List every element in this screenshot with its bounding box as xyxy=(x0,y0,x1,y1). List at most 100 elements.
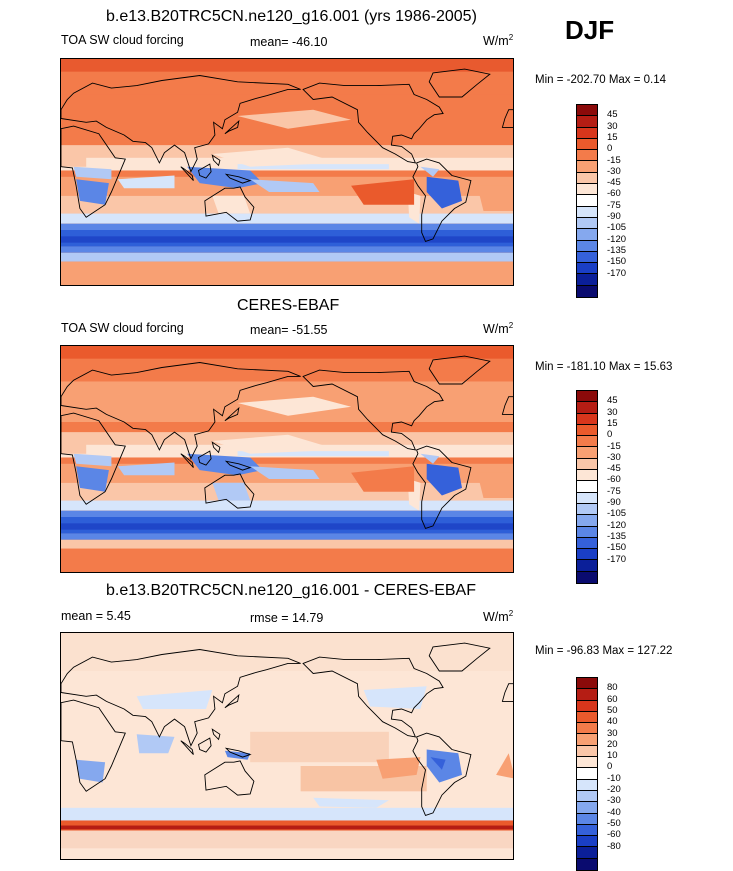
colorbar-box xyxy=(577,560,597,572)
colorbar-tick-label: 15 xyxy=(607,417,618,429)
colorbar-tick-label: -120 xyxy=(607,233,627,245)
coastline xyxy=(61,649,301,747)
colorbar-tick-label: 10 xyxy=(607,750,618,762)
panel2-colorbar xyxy=(576,390,598,585)
colorbar-box xyxy=(577,116,597,128)
field-region xyxy=(212,482,251,501)
colorbar-tick-label: -30 xyxy=(607,165,621,177)
colorbar-tick-label: 40 xyxy=(607,716,618,728)
colorbar-tick-label: -20 xyxy=(607,784,621,795)
field-region xyxy=(426,176,462,209)
coastline xyxy=(302,656,444,738)
coastline xyxy=(61,699,126,792)
colorbar-box xyxy=(577,274,597,286)
colorbar-box xyxy=(577,757,597,769)
colorbar-box xyxy=(577,790,597,803)
contour-field xyxy=(61,346,513,572)
panel3-units: W/m2 xyxy=(483,609,514,625)
colorbar-box xyxy=(577,413,597,425)
field-region xyxy=(212,195,251,214)
panel1-units: W/m2 xyxy=(483,33,514,49)
colorbar-tick-label: -135 xyxy=(607,530,627,542)
colorbar-tick-label: -30 xyxy=(607,795,621,807)
colorbar-box xyxy=(577,206,597,218)
field-band xyxy=(61,346,513,359)
colorbar-tick-label: -150 xyxy=(607,542,627,554)
colorbar-tick-label: -15 xyxy=(607,440,621,452)
coastline xyxy=(428,642,491,672)
colorbar-tick-label: -150 xyxy=(607,256,627,268)
colorbar-tick-label: 80 xyxy=(607,682,618,694)
colorbar-box xyxy=(577,711,597,724)
colorbar-box xyxy=(577,195,597,207)
field-band xyxy=(61,59,513,72)
colorbar-box xyxy=(577,734,597,746)
coastline xyxy=(61,412,126,505)
field-band xyxy=(61,533,513,540)
colorbar-box xyxy=(577,391,597,403)
field-region xyxy=(477,185,513,211)
field-region xyxy=(61,437,87,454)
colorbar-tick-label: -15 xyxy=(607,154,621,166)
colorbar-box xyxy=(577,424,597,437)
coastline xyxy=(197,737,212,753)
field-band xyxy=(61,236,513,243)
field-band xyxy=(61,820,513,831)
coastline xyxy=(211,728,221,741)
season-label: DJF xyxy=(565,15,615,45)
field-region xyxy=(136,690,213,709)
coastline xyxy=(428,68,491,98)
colorbar-box xyxy=(577,436,597,448)
colorbar-box xyxy=(577,217,597,230)
field-region xyxy=(73,166,112,180)
colorbar-box xyxy=(577,813,597,825)
field-region xyxy=(117,175,175,189)
colorbar-box xyxy=(577,161,597,173)
colorbar-box xyxy=(577,678,597,690)
panel1-colorbar xyxy=(576,104,598,299)
field-band xyxy=(61,246,513,253)
colorbar-box xyxy=(577,802,597,814)
panel1-map xyxy=(60,58,514,286)
coastline xyxy=(204,186,255,222)
coastline xyxy=(428,355,491,385)
field-region xyxy=(420,166,440,177)
colorbar-box xyxy=(577,824,597,837)
field-band xyxy=(61,261,513,285)
colorbar-tick-label: -80 xyxy=(607,840,621,852)
field-region xyxy=(351,179,415,205)
field-region xyxy=(117,462,175,476)
field-region xyxy=(76,759,106,783)
colorbar-box xyxy=(577,492,597,504)
colorbar-tick-label: -135 xyxy=(607,244,627,256)
colorbar-box xyxy=(577,138,597,151)
coastline xyxy=(501,683,513,702)
colorbar-tick-label: -170 xyxy=(607,267,627,279)
colorbar-tick-label: -105 xyxy=(607,508,627,520)
colorbar-tick-label: 15 xyxy=(607,131,618,143)
colorbar-box xyxy=(577,229,597,241)
coastline xyxy=(61,125,126,218)
colorbar-tick-label: -60 xyxy=(607,829,621,841)
panel2-mean-label: mean= -51.55 xyxy=(250,323,328,337)
field-band xyxy=(61,500,513,511)
field-region xyxy=(496,753,513,779)
colorbar-tick-label: -60 xyxy=(607,474,621,486)
colorbar-tick-label: 45 xyxy=(607,109,618,121)
colorbar-tick-label: -10 xyxy=(607,772,621,784)
colorbar-box xyxy=(577,263,597,275)
colorbar-tick-label: 30 xyxy=(607,406,618,418)
colorbar-box xyxy=(577,549,597,561)
colorbar-box xyxy=(577,526,597,538)
field-region xyxy=(420,453,440,464)
panel1-title: b.e13.B20TRC5CN.ne120_g16.001 (yrs 1986-… xyxy=(106,8,477,25)
panel3-colorbar xyxy=(576,677,598,871)
colorbar-tick-label: -45 xyxy=(607,177,621,189)
colorbar-box xyxy=(577,458,597,471)
panel3-rmse-label: rmse = 14.79 xyxy=(250,611,324,625)
colorbar-box xyxy=(577,447,597,459)
colorbar-tick-label: -60 xyxy=(607,188,621,200)
coastline xyxy=(61,362,301,460)
field-region xyxy=(430,757,446,770)
field-region xyxy=(351,466,415,492)
